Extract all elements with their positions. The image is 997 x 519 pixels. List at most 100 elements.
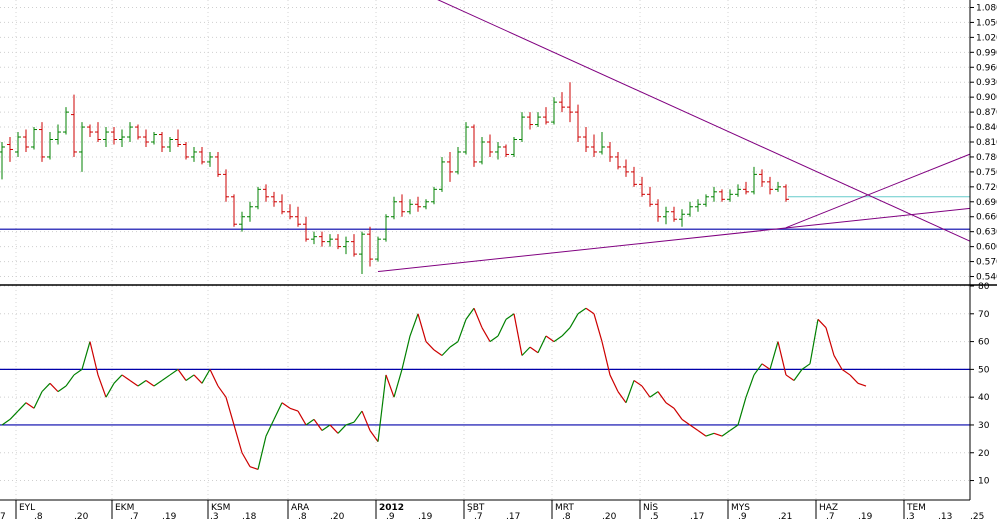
indicator-segment — [489, 335, 499, 343]
indicator-segment — [673, 407, 683, 420]
indicator-segment — [793, 369, 803, 381]
ohlc-bar — [583, 127, 589, 152]
indicator-segment — [73, 368, 83, 376]
indicator-segment — [89, 341, 99, 376]
indicator-segment — [521, 346, 531, 356]
price-tick-label: 0.810 — [976, 138, 997, 148]
price-tick-label: 0.630 — [976, 228, 997, 238]
ohlc-bar — [223, 169, 229, 202]
ohlc-bar — [527, 112, 533, 130]
indicator-segment — [689, 424, 699, 432]
indicator-segment — [361, 410, 371, 431]
indicator-segment — [577, 307, 587, 315]
price-tick-label: 1.020 — [976, 33, 997, 43]
day-label: .18 — [242, 512, 257, 519]
indicator-segment — [553, 335, 563, 343]
ohlc-bar — [623, 159, 629, 177]
indicator-segment — [729, 424, 739, 432]
ohlc-bar — [239, 211, 245, 232]
indicator-segment — [217, 385, 227, 398]
ohlc-bar — [727, 189, 733, 202]
day-label: .3 — [906, 512, 915, 519]
ohlc-bar — [255, 186, 261, 210]
ohlc-bar — [687, 201, 693, 217]
day-label: .9 — [738, 512, 747, 519]
price-tick-label: 0.930 — [976, 78, 997, 88]
price-trendlines — [377, 0, 971, 273]
indicator-segment — [57, 385, 67, 393]
indicator-segment — [409, 313, 419, 337]
indicator-segment — [41, 382, 51, 393]
ohlc-bar — [119, 129, 125, 147]
indicator-segment — [513, 313, 523, 356]
indicator-segment — [785, 374, 795, 381]
ohlc-bar — [127, 122, 133, 142]
day-label: .8 — [298, 512, 307, 519]
indicator-segment — [1, 418, 11, 426]
ohlc-bar — [183, 142, 189, 160]
ohlc-bar — [655, 199, 661, 222]
ohlc-bar — [303, 216, 309, 242]
price-tick-label: 0.540 — [976, 273, 997, 283]
indicator-segment — [457, 319, 467, 342]
indicator-segment — [825, 327, 835, 356]
indicator-segment — [681, 418, 691, 426]
ohlc-bar — [47, 132, 53, 160]
indicator-segment — [177, 369, 187, 381]
price-tick-label: 0.870 — [976, 108, 997, 118]
indicator-segment — [857, 382, 867, 387]
ohlc-bar — [639, 176, 645, 197]
day-label: .3 — [210, 512, 219, 519]
indicator-segment — [385, 374, 395, 398]
month-label: ARA — [291, 503, 310, 513]
price-tick-label: 0.600 — [976, 243, 997, 253]
ohlc-bar — [647, 186, 653, 207]
price-tick-label: 0.660 — [976, 213, 997, 223]
ohlc-bar — [103, 127, 109, 147]
indicator-segment — [545, 335, 555, 343]
indicator-segment — [97, 374, 107, 398]
ohlc-bar — [191, 146, 197, 162]
ohlc-bar — [663, 206, 669, 225]
ohlc-bar — [327, 234, 333, 247]
ohlc-bar — [39, 122, 45, 162]
indicator-segment — [601, 341, 611, 376]
indicator-segment — [817, 318, 827, 329]
indicator-segment — [649, 391, 659, 398]
ohlc-bar — [383, 214, 389, 242]
ohlc-bar — [535, 112, 541, 128]
indicator-segment — [25, 402, 35, 409]
ohlc-bar — [679, 209, 685, 227]
ohlc-bar — [711, 186, 717, 202]
price-gridlines — [0, 0, 970, 284]
indicator-segment — [49, 382, 59, 393]
price-tick-label: 0.840 — [976, 123, 997, 133]
indicator-segment — [393, 369, 403, 398]
day-label: .9 — [386, 512, 395, 519]
ohlc-bar — [487, 134, 493, 157]
indicator-axis: 80 70 60 50 40 30 20 10 — [970, 282, 990, 487]
indicator-segment — [377, 374, 387, 442]
indicator-segment — [161, 374, 171, 381]
indicator-gridlines — [0, 285, 970, 500]
day-label: .13 — [938, 512, 952, 519]
left-edge-label: 7 — [0, 512, 6, 519]
day-label: .5 — [650, 512, 659, 519]
indicator-segment — [185, 374, 195, 381]
ohlc-bar — [607, 142, 613, 162]
indicator-tick-label: 80 — [978, 282, 990, 292]
ohlc-bar — [671, 206, 677, 222]
price-axis: 1.080 1.050 1.020 0.990 0.960 0.930 0.900 0.870… — [970, 3, 997, 283]
day-label: .19 — [418, 512, 433, 519]
indicator-segment — [753, 363, 763, 376]
ohlc-bar — [591, 134, 597, 157]
day-label: .7 — [130, 512, 139, 519]
indicator-segment — [697, 430, 707, 437]
indicator-segment — [777, 341, 787, 376]
day-label: .17 — [690, 512, 704, 519]
ohlc-bar — [167, 137, 173, 152]
ohlc-bar — [463, 122, 469, 155]
ohlc-bar — [335, 234, 341, 250]
indicator-segment — [633, 380, 643, 387]
indicator-segment — [201, 369, 211, 384]
